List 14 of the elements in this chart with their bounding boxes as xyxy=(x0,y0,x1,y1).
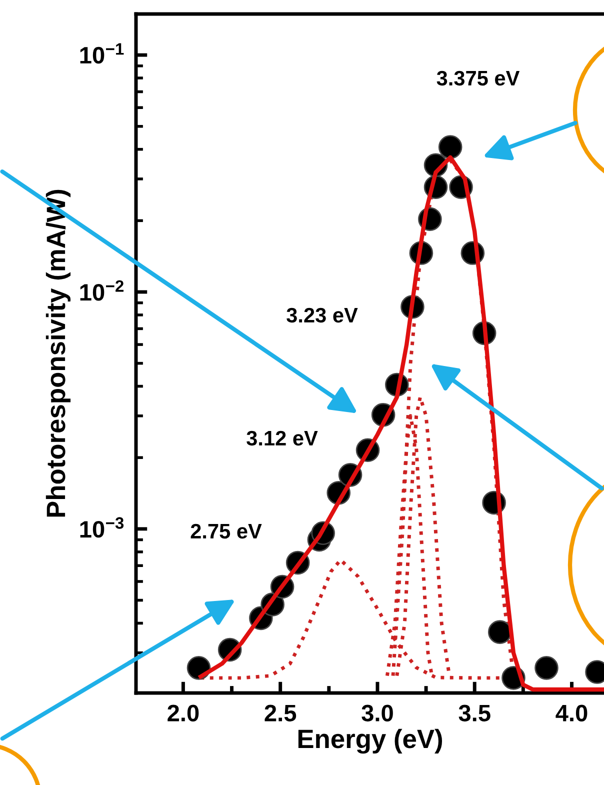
y-tick-label: 10$^{−3}$ xyxy=(80,517,124,538)
x-axis-title: Energy (eV) xyxy=(298,728,442,754)
x-tick-label: 2.5 xyxy=(264,704,296,722)
annotation: 2.75 eV xyxy=(190,524,262,539)
x-tick-label: 2.0 xyxy=(168,704,199,722)
annotation: 3.23 eV xyxy=(286,308,358,323)
annotation: 3.375 eV xyxy=(436,70,520,86)
x-tick-label: 3.5 xyxy=(458,704,490,722)
y-tick-label: 10$^{−2}$ xyxy=(80,280,124,301)
y-axis-title: Photoresponsivity (mA/W) xyxy=(46,190,71,517)
x-tick-label: 3.0 xyxy=(362,704,393,722)
y-tick-label: 10$^{−1}$ xyxy=(80,43,124,64)
x-tick-label: 4.0 xyxy=(556,704,588,722)
annotation: 3.12 eV xyxy=(246,430,318,446)
